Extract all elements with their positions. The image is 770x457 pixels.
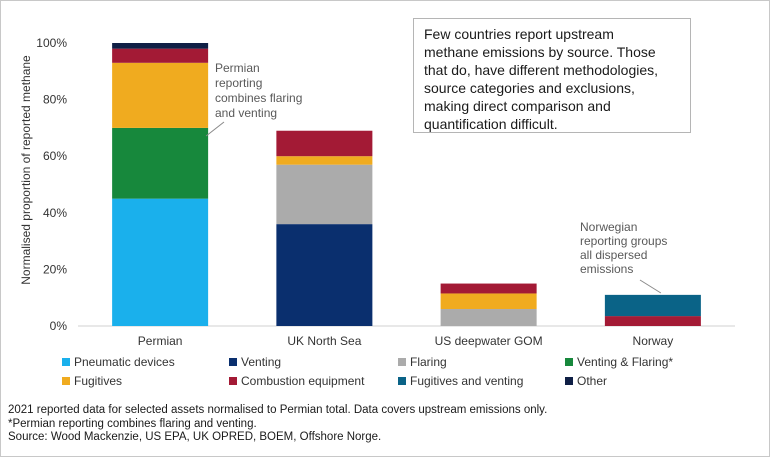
legend-swatch xyxy=(565,358,573,366)
permian-annotation-line: reporting xyxy=(215,76,262,90)
note-line: that do, have different methodologies, xyxy=(424,62,659,78)
x-tick-label: UK North Sea xyxy=(287,334,361,348)
legend-swatch xyxy=(229,377,237,385)
x-axis-labels: Permian UK North Sea US deepwater GOM Norwa… xyxy=(138,334,673,348)
note-line: Few countries report upstream xyxy=(424,26,614,42)
bar-segment xyxy=(440,309,537,326)
y-tick-label: 80% xyxy=(43,93,67,107)
norway-annotation-leader xyxy=(639,279,662,294)
norway-annotation-line: emissions xyxy=(580,262,633,276)
x-tick-label: Norway xyxy=(633,334,674,348)
permian-annotation-line: and venting xyxy=(215,106,277,120)
norway-annotation-line: Norwegian xyxy=(580,220,637,234)
y-tick-label: 100% xyxy=(36,36,67,50)
permian-annotation-line: combines flaring xyxy=(215,91,302,105)
y-axis-label: Normalised proportion of reported methan… xyxy=(19,55,33,285)
legend-label: Pneumatic devices xyxy=(74,355,175,369)
permian-annotation-line: Permian xyxy=(215,61,260,75)
legend-label: Flaring xyxy=(410,355,447,369)
y-tick-label: 40% xyxy=(43,206,67,220)
bar-segment xyxy=(276,224,373,326)
footnote-line: *Permian reporting combines flaring and … xyxy=(8,417,257,430)
legend-label: Other xyxy=(577,374,607,388)
legend-swatch xyxy=(565,377,573,385)
note-line: source categories and exclusions, xyxy=(424,80,635,96)
note-line: methane emissions by source. Those xyxy=(424,44,656,60)
legend-label: Fugitives and venting xyxy=(410,374,523,388)
legend-label: Fugitives xyxy=(74,374,122,388)
footnote-line: Source: Wood Mackenzie, US EPA, UK OPRED… xyxy=(8,431,382,443)
legend-label: Venting xyxy=(241,355,281,369)
bar-segment xyxy=(112,62,209,128)
y-tick-label: 0% xyxy=(50,319,68,333)
footnotes: 2021 reported data for selected assets n… xyxy=(8,404,758,445)
bar-segment xyxy=(276,130,373,157)
bar-segment xyxy=(604,316,701,326)
legend-label: Combustion equipment xyxy=(241,374,365,388)
y-tick-label: 60% xyxy=(43,149,67,163)
x-tick-label: US deepwater GOM xyxy=(435,334,543,348)
bar-segment xyxy=(112,198,209,326)
bar-segment xyxy=(276,164,373,225)
y-tick-label: 20% xyxy=(43,262,67,276)
legend-swatch xyxy=(229,358,237,366)
legend-swatch xyxy=(62,377,70,385)
note-box: Few countries report upstream methane em… xyxy=(413,18,691,133)
norway-annotation-line: all dispersed xyxy=(580,248,647,262)
bar-segment xyxy=(276,156,373,165)
x-tick-label: Permian xyxy=(138,334,183,348)
legend: Pneumatic devices Venting Flaring Venting &… xyxy=(62,355,673,388)
stacked-bar-chart: 0% 20% 40% 60% 80% 100% Permian UK North Sea US… xyxy=(19,36,735,388)
footnote-line: 2021 reported data for selected assets n… xyxy=(8,404,548,416)
note-line: quantification difficult. xyxy=(424,116,558,132)
bar-segment xyxy=(440,283,537,294)
bar-segment xyxy=(604,294,701,317)
bar-segment xyxy=(112,48,209,63)
norway-annotation-line: reporting groups xyxy=(580,234,667,248)
bar-segment xyxy=(112,43,209,49)
legend-swatch xyxy=(398,377,406,385)
note-line: making direct comparison and xyxy=(424,98,611,114)
legend-label: Venting & Flaring* xyxy=(577,355,673,369)
permian-annotation-leader xyxy=(205,121,225,137)
legend-swatch xyxy=(398,358,406,366)
legend-swatch xyxy=(62,358,70,366)
bars xyxy=(112,43,701,326)
bar-segment xyxy=(112,127,209,199)
bar-segment xyxy=(440,293,537,310)
